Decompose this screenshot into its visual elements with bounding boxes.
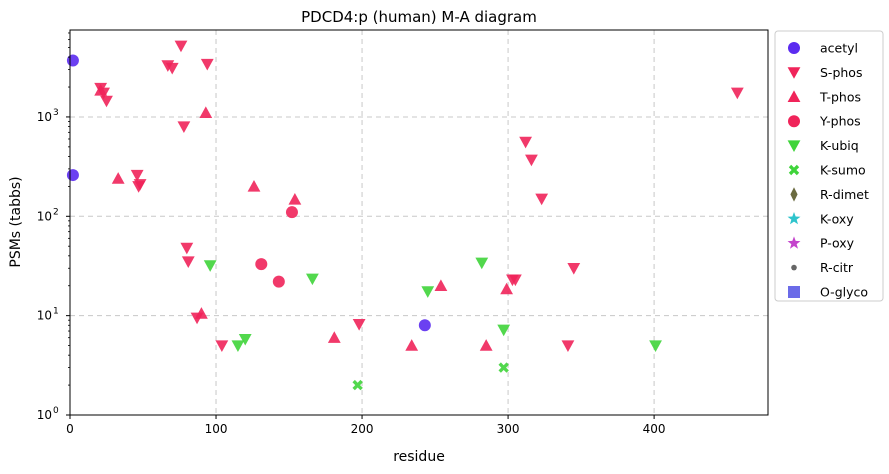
legend-marker-y-phos: [788, 115, 800, 128]
data-point-acetyl: [418, 319, 431, 332]
x-tick-label: 400: [643, 422, 666, 436]
data-point-s-phos: [519, 136, 532, 149]
legend-box: [774, 30, 884, 302]
data-point-k-ubiq: [475, 257, 489, 270]
data-point-k-ubiq: [203, 260, 217, 272]
data-point-t-phos: [94, 83, 108, 96]
data-point-t-phos: [247, 179, 261, 192]
y-tick-label: 10: [37, 110, 52, 124]
x-tick-label: 0: [66, 422, 74, 436]
y-tick-label: 10: [37, 408, 52, 422]
data-point-k-ubiq: [421, 286, 435, 298]
data-point-t-phos: [199, 106, 213, 119]
legend-label: T-phos: [819, 89, 861, 104]
y-tick-exponent: 2: [53, 207, 59, 217]
data-point-t-phos: [288, 192, 302, 205]
y-tick-exponent: 1: [53, 307, 59, 317]
data-point-s-phos: [215, 340, 229, 352]
data-point-k-ubiq: [231, 340, 245, 352]
data-point-acetyl: [66, 54, 79, 67]
data-point-s-phos: [181, 256, 195, 268]
legend-marker-r-dimet: [790, 187, 798, 202]
data-point-s-phos: [567, 263, 581, 275]
data-points: [66, 40, 744, 391]
data-point-t-phos: [479, 339, 493, 351]
data-point-t-phos: [405, 339, 419, 351]
data-point-acetyl: [66, 169, 79, 182]
legend-marker-acetyl: [788, 42, 800, 54]
data-point-s-phos: [730, 87, 744, 100]
data-point-s-phos: [525, 154, 538, 167]
data-point-s-phos: [561, 340, 575, 352]
data-point-t-phos: [434, 279, 448, 291]
legend-label: K-oxy: [820, 211, 854, 226]
data-point-s-phos: [100, 95, 113, 108]
grid: [70, 30, 768, 415]
data-point-s-phos: [200, 58, 214, 71]
data-point-s-phos: [174, 40, 188, 53]
legend-marker-t-phos: [787, 90, 801, 102]
data-point-k-ubiq: [306, 273, 319, 286]
data-point-s-phos: [132, 181, 146, 193]
y-tick-exponent: 3: [53, 108, 59, 118]
y-tick-exponent: 0: [53, 406, 59, 416]
y-axis-label: PSMs (tabbs): [8, 176, 24, 267]
legend-label: S-phos: [820, 65, 862, 80]
legend-marker-r-citr: [791, 264, 797, 271]
x-axis-label: residue: [393, 449, 445, 465]
data-point-k-sumo: [498, 362, 509, 373]
legend-marker-k-ubiq: [787, 140, 801, 152]
data-point-s-phos: [508, 274, 522, 287]
legend-label: P-oxy: [820, 236, 855, 251]
legend-marker-s-phos: [787, 67, 801, 79]
y-tick-label: 10: [37, 209, 52, 223]
data-point-s-phos: [535, 193, 549, 206]
data-point-y-phos: [255, 258, 268, 271]
data-point-s-phos: [165, 62, 179, 75]
x-axis-ticks: 0 100 200 300 400: [66, 415, 666, 436]
legend-label: acetyl: [820, 41, 858, 56]
legend: acetyl S-phos T-phos Y-phos K-ubiq K-sumo R-di…: [774, 30, 884, 302]
data-point-s-phos: [130, 169, 144, 182]
data-point-s-phos: [352, 319, 366, 331]
data-point-t-phos: [327, 331, 341, 343]
y-tick-label: 10: [37, 309, 52, 323]
data-point-y-phos: [285, 206, 298, 219]
legend-label: K-ubiq: [820, 138, 859, 153]
x-tick-label: 100: [205, 422, 228, 436]
data-point-y-phos: [272, 275, 285, 288]
legend-label: Y-phos: [819, 114, 861, 129]
data-point-k-ubiq: [649, 340, 662, 352]
legend-marker-k-oxy: [787, 212, 801, 225]
data-point-t-phos: [195, 307, 208, 319]
x-tick-label: 300: [497, 422, 520, 436]
legend-label: K-sumo: [820, 163, 866, 178]
legend-label: R-dimet: [820, 187, 869, 202]
legend-label: O-glyco: [820, 285, 868, 300]
legend-label: R-citr: [820, 260, 854, 275]
legend-marker-k-sumo: [788, 164, 800, 176]
legend-marker-o-glyco: [788, 286, 800, 298]
data-point-t-phos: [500, 282, 514, 295]
data-point-k-ubiq: [238, 333, 252, 346]
data-point-k-sumo: [352, 379, 363, 391]
data-point-k-ubiq: [497, 324, 511, 337]
data-point-t-phos: [111, 172, 125, 184]
chart-title: PDCD4:p (human) M-A diagram: [301, 8, 537, 26]
x-tick-label: 200: [351, 422, 374, 436]
data-point-s-phos: [180, 242, 194, 255]
plot-frame: [69, 29, 769, 416]
data-point-s-phos: [177, 121, 191, 133]
legend-marker-p-oxy: [787, 236, 801, 249]
